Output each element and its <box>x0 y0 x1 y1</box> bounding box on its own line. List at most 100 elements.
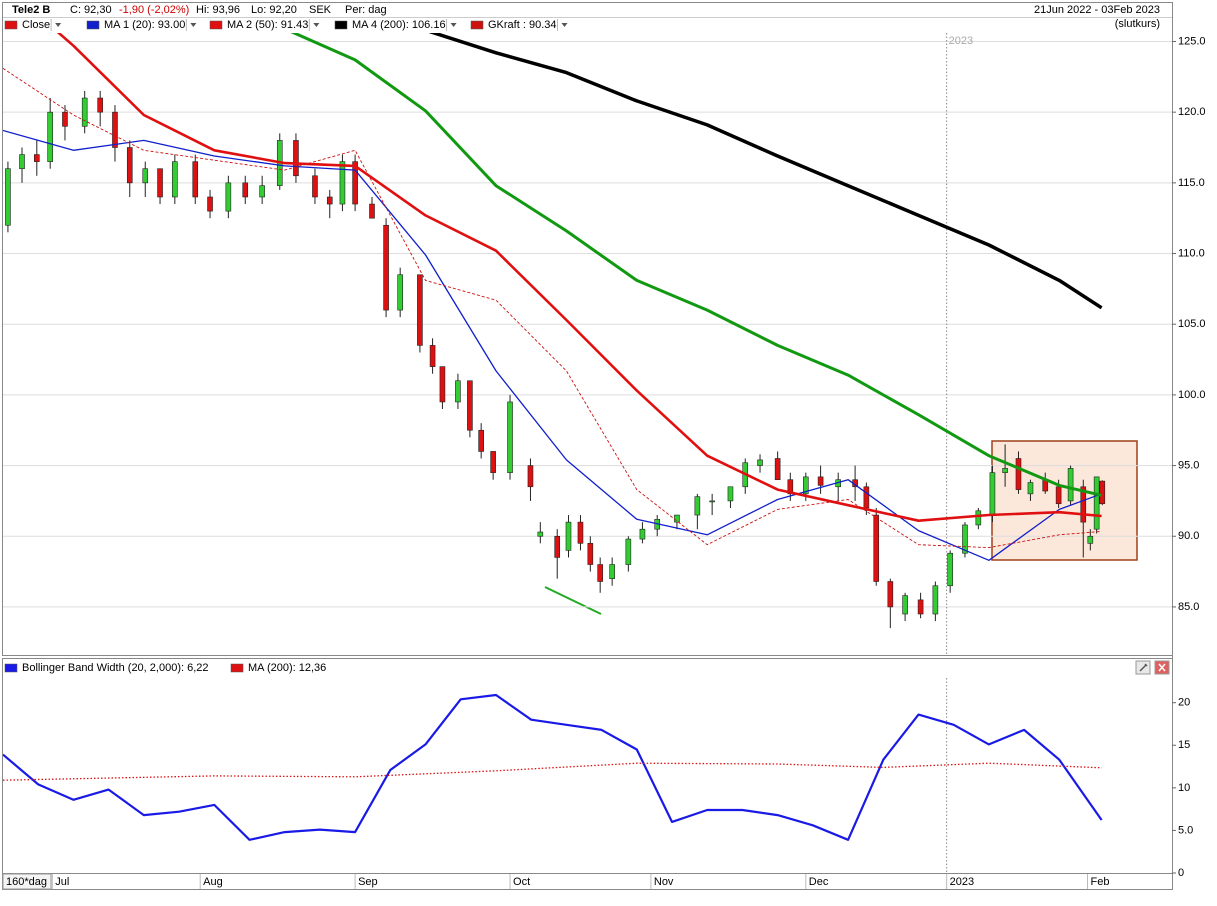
candle-body <box>1002 468 1008 473</box>
period-label: 160*dag <box>6 876 47 888</box>
y-tick-label: 110.0 <box>1178 247 1205 259</box>
header-currency: SEK <box>309 4 332 16</box>
x-tick-label: Feb <box>1090 876 1109 888</box>
legend-label: GKraft : 90.34 <box>488 19 556 31</box>
plot-area <box>3 33 1172 655</box>
candle-body <box>369 203 375 219</box>
x-tick-label: 2023 <box>950 876 974 888</box>
x-tick-label: Sep <box>358 876 378 888</box>
header-range: 21Jun 2022 - 03Feb 2023 <box>1034 4 1160 16</box>
candle-body <box>709 500 715 503</box>
candle-body <box>787 479 794 495</box>
y-tick-label: 115.0 <box>1178 177 1205 189</box>
series-line <box>3 762 1102 781</box>
candle-body <box>609 564 615 579</box>
candle-body <box>62 111 68 127</box>
legend-label: MA (200): 12,36 <box>248 662 326 674</box>
candle-body <box>157 168 163 198</box>
header-change: -1,90 (-2,02%) <box>119 4 189 16</box>
candle-body <box>242 182 249 198</box>
y-tick-label: 5.0 <box>1178 824 1193 836</box>
legend-swatch <box>4 663 18 673</box>
candle-body <box>455 380 461 403</box>
series-line <box>428 33 1103 310</box>
x-tick-label: Dec <box>809 876 829 888</box>
plot-area <box>3 678 1103 873</box>
candle-body <box>1093 476 1100 530</box>
candle-body <box>397 274 403 311</box>
legend-label: MA 4 (200): 106.16 <box>352 19 446 31</box>
series-line <box>3 693 1103 841</box>
candle-body <box>207 196 213 212</box>
candle-body <box>803 476 809 495</box>
candle-body <box>947 552 953 587</box>
legend-menu-arrow <box>313 23 320 27</box>
candle-body <box>507 401 513 473</box>
candle-body <box>225 182 232 212</box>
y-tick-label: 105.0 <box>1178 318 1206 330</box>
series-line <box>3 67 1102 549</box>
candle-body <box>339 161 346 205</box>
candle-body <box>142 168 149 184</box>
candle-body <box>1067 468 1074 502</box>
x-tick-label: Aug <box>203 876 223 888</box>
candle-body <box>863 486 870 509</box>
y-tick-label: 100.0 <box>1178 389 1206 401</box>
candle-body <box>293 140 299 177</box>
candle-body <box>975 510 982 526</box>
candle-body <box>326 196 333 205</box>
candle-body <box>112 111 118 148</box>
x-tick-label: Oct <box>513 876 530 888</box>
candle-body <box>1015 458 1022 490</box>
header-high: Hi: 93,96 <box>196 4 240 16</box>
y-tick-label: 20 <box>1178 697 1190 709</box>
candle-body <box>989 472 996 516</box>
legend-swatch <box>209 20 223 30</box>
candle-body <box>172 161 178 198</box>
candle-body <box>312 175 318 198</box>
candle-body <box>597 564 603 582</box>
candle-body <box>47 111 53 162</box>
candle-body <box>1055 486 1062 505</box>
legend-swatch <box>334 20 348 30</box>
legend-swatch <box>470 20 484 30</box>
candle-body <box>587 543 594 565</box>
y-tick-label: 15 <box>1178 739 1190 751</box>
candle-body <box>639 528 646 540</box>
legend-menu-arrow <box>561 23 568 27</box>
y-tick-label: 0 <box>1178 867 1184 879</box>
y-tick-label: 95.0 <box>1178 459 1199 471</box>
candle-body <box>1099 480 1106 505</box>
legend-menu-arrow <box>55 23 62 27</box>
candle-body <box>932 585 939 615</box>
header-note: (slutkurs) <box>1115 18 1160 30</box>
candle-body <box>352 161 358 205</box>
trend-line <box>544 586 602 615</box>
candle-body <box>490 451 496 473</box>
candle-body <box>873 514 880 582</box>
close-icon <box>1158 663 1166 672</box>
candle-body <box>429 345 436 367</box>
candle-body <box>774 458 781 481</box>
legend-label: Bollinger Band Width (20, 2,000): 6,22 <box>22 662 209 674</box>
chart-title: Tele2 B <box>12 4 50 16</box>
candle-body <box>727 486 734 502</box>
x-tick-label: Nov <box>654 876 674 888</box>
candle-body <box>962 524 968 554</box>
candle-body <box>1027 482 1034 495</box>
candle-body <box>625 538 632 565</box>
candle-body <box>81 97 88 127</box>
candle-body <box>5 168 11 226</box>
candle-body <box>565 521 572 551</box>
candle-body <box>34 154 40 162</box>
series-line <box>56 33 1102 522</box>
candle-body <box>694 496 701 516</box>
legend-swatch <box>86 20 100 30</box>
header-close: C: 92,30 <box>70 4 112 16</box>
candle-body <box>887 581 894 608</box>
header-period: Per: dag <box>345 4 387 16</box>
legend-menu-arrow <box>450 23 457 27</box>
legend-menu-arrow <box>190 23 197 27</box>
legend-swatch <box>4 20 18 30</box>
